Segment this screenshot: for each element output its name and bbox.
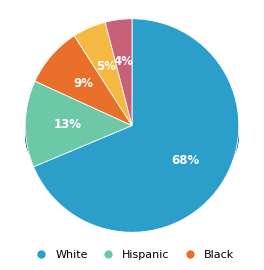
Legend: White, Hispanic, Black: White, Hispanic, Black — [27, 247, 237, 262]
Wedge shape — [35, 36, 132, 126]
Wedge shape — [25, 81, 132, 167]
Ellipse shape — [25, 71, 239, 193]
Ellipse shape — [25, 73, 239, 196]
Text: 5%: 5% — [96, 60, 116, 73]
Ellipse shape — [25, 66, 239, 188]
Ellipse shape — [25, 65, 239, 187]
Ellipse shape — [25, 76, 239, 198]
Wedge shape — [105, 19, 132, 126]
Ellipse shape — [25, 74, 239, 197]
Text: 13%: 13% — [54, 118, 82, 131]
Ellipse shape — [25, 69, 239, 192]
Wedge shape — [34, 19, 239, 232]
Ellipse shape — [25, 66, 239, 189]
Ellipse shape — [25, 75, 239, 197]
Ellipse shape — [25, 68, 239, 190]
Ellipse shape — [25, 76, 239, 199]
Ellipse shape — [25, 72, 239, 195]
Ellipse shape — [25, 77, 239, 200]
Wedge shape — [74, 22, 132, 126]
Ellipse shape — [25, 72, 239, 194]
Text: 4%: 4% — [114, 56, 134, 69]
Text: 68%: 68% — [171, 154, 199, 167]
Ellipse shape — [25, 73, 239, 195]
Ellipse shape — [25, 69, 239, 191]
Ellipse shape — [25, 67, 239, 190]
Text: 9%: 9% — [74, 77, 94, 90]
Ellipse shape — [25, 70, 239, 193]
